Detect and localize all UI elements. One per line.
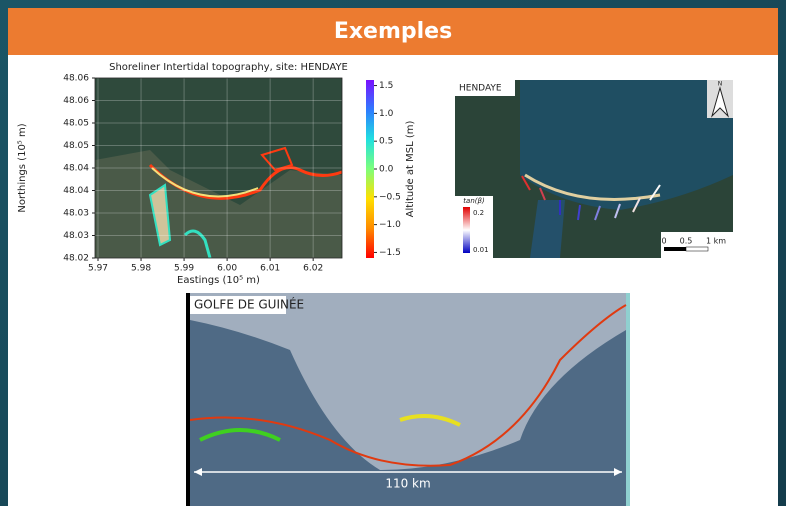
y-tick-label: 48.05: [63, 119, 89, 129]
x-tick-label: 6.00: [217, 264, 237, 274]
legend-label: 0.2: [473, 209, 484, 217]
y-tick-label: 48.06: [63, 96, 89, 106]
legend-label: 0.01: [473, 246, 489, 254]
y-tick-label: 48.02: [63, 254, 89, 264]
x-tick-label: 5.99: [174, 264, 194, 274]
y-tick-label: 48.03: [63, 231, 89, 241]
page: Exemples Shoreliner Intertidal topograph…: [0, 0, 786, 506]
x-tick-label: 5.98: [131, 264, 151, 274]
colorbar-label: Altitude at MSL (m): [405, 121, 416, 218]
scale-label: 0.5: [680, 237, 693, 246]
scale-label: 0: [661, 237, 666, 246]
colorbar-tick-label: 1.5: [379, 81, 393, 91]
scale-label: 1 km: [706, 237, 726, 246]
y-tick-label: 48.05: [63, 141, 89, 151]
y-tick-label: 48.06: [63, 74, 89, 84]
y-tick-label: 48.04: [63, 164, 89, 174]
hendaye-image: [455, 80, 733, 258]
image-label: GOLFE DE GUINÉE: [194, 297, 304, 312]
x-tick-label: 6.01: [260, 264, 280, 274]
colorbar-tick-label: 0.5: [379, 137, 393, 147]
header-title: Exemples: [334, 19, 452, 44]
colorbar-tick-label: −1.0: [379, 220, 401, 230]
chart-title: Shoreliner Intertidal topography, site: …: [109, 62, 348, 73]
x-axis-label: Eastings (10⁵ m): [177, 275, 260, 286]
colorbar-tick-label: 0.0: [379, 165, 394, 175]
north-label: N: [718, 81, 723, 88]
colorbar-tick-label: −1.5: [379, 248, 401, 258]
x-tick-label: 5.97: [88, 264, 108, 274]
distance-label: 110 km: [385, 477, 430, 491]
image-label: HENDAYE: [459, 84, 502, 94]
colorbar-tick-label: 1.0: [379, 109, 394, 119]
colorbar: [366, 80, 374, 258]
x-tick-label: 6.02: [303, 264, 323, 274]
golfe-image: [186, 293, 630, 506]
y-tick-label: 48.04: [63, 186, 89, 196]
slide: Exemples Shoreliner Intertidal topograph…: [0, 0, 786, 506]
y-tick-label: 48.03: [63, 209, 89, 219]
colorbar-tick-label: −0.5: [379, 192, 401, 202]
y-axis-label: Northings (10⁵ m): [17, 123, 28, 212]
legend-title: tan(β): [463, 197, 485, 205]
